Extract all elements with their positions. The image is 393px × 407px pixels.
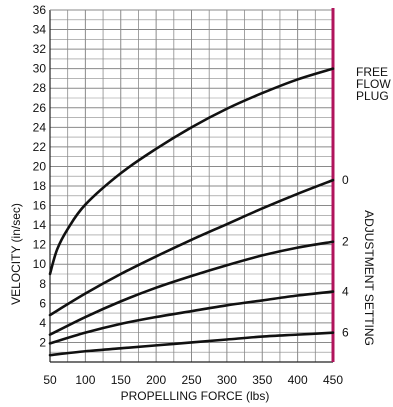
y-tick-label: 24 [33,120,47,134]
y-tick-label: 8 [39,277,46,291]
y-tick-label: 6 [39,296,46,310]
free-flow-plug-label: PLUG [356,89,389,103]
x-tick-label: 250 [181,373,201,387]
adjustment-label: 0 [342,173,349,187]
x-tick-label: 150 [111,373,131,387]
adjustment-label: 4 [342,285,349,299]
x-tick-label: 350 [252,373,272,387]
y-tick-label: 32 [33,42,47,56]
y-tick-label: 26 [33,101,47,115]
x-tick-label: 50 [43,373,57,387]
series-curve-1 [48,178,335,317]
y-tick-label: 10 [33,257,47,271]
y-tick-label: 22 [33,140,47,154]
series-curve-3 [48,290,335,345]
y-tick-label: 12 [33,238,47,252]
adjustment-label: 6 [342,326,349,340]
y-tick-label: 30 [33,62,47,76]
x-axis-title: PROPELLING FORCE (lbs) [121,389,270,403]
curves [48,67,335,357]
y-tick-label: 14 [33,218,47,232]
x-tick-label: 450 [323,373,343,387]
y-tick-label: 2 [39,335,46,349]
y-tick-label: 16 [33,199,47,213]
free-flow-plug-label: FLOW [356,77,391,91]
x-tick-label: 200 [146,373,166,387]
adjustment-label: 2 [342,235,349,249]
y-tick-label: 18 [33,179,47,193]
y-axis-title: VELOCITY (in/sec) [9,203,23,305]
y-tick-label: 28 [33,81,47,95]
series-curve-2 [48,240,335,336]
y-tick-label: 20 [33,159,47,173]
free-flow-plug-label: FREE [356,65,388,79]
y-tick-label: 36 [33,3,47,17]
grid [49,8,335,363]
series-curve-0 [48,67,335,276]
y-tick-label: 4 [39,316,46,330]
x-tick-label: 300 [217,373,237,387]
series-curve-4 [48,331,335,357]
adjustment-setting-title: ADJUSTMENT SETTING [362,210,376,346]
x-tick-label: 100 [75,373,95,387]
y-tick-label: 34 [33,23,47,37]
x-tick-label: 400 [288,373,308,387]
